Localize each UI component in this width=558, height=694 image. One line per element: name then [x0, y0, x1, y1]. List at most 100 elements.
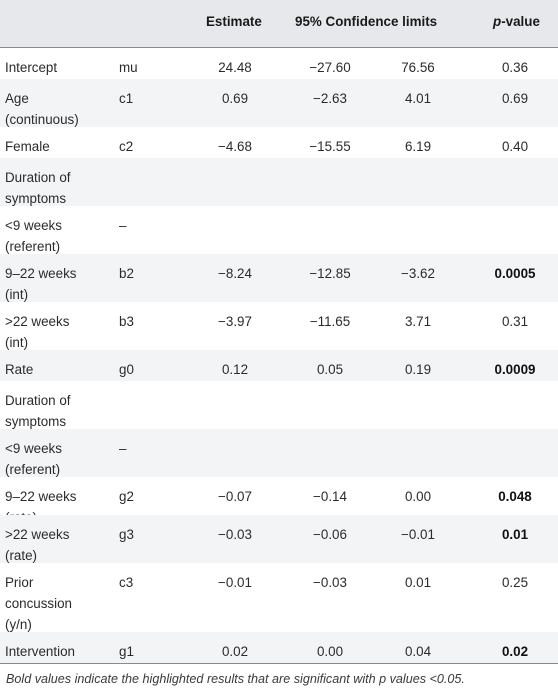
row-label-line: symptoms: [5, 191, 67, 206]
row-label-line: Intervention: [5, 644, 75, 659]
row-estimate: 0.69: [221, 91, 249, 106]
row-lower-limit: 0.00: [316, 644, 344, 659]
row-label-line: (referent): [5, 462, 61, 477]
row-code: g3: [119, 527, 134, 542]
table-footnote: Bold values indicate the highlighted res…: [6, 672, 465, 686]
bottom-rule: [0, 663, 558, 664]
row-p-value: 0.40: [501, 139, 529, 154]
header-confidence-limits: 95% Confidence limits: [295, 14, 438, 29]
row-estimate: −0.01: [218, 575, 252, 590]
row-label-line: Duration of: [5, 393, 71, 408]
row-label: Intercept: [5, 57, 57, 78]
row-p-value: 0.25: [501, 575, 529, 590]
row-code: –: [119, 441, 127, 456]
row-estimate: −0.03: [218, 527, 252, 542]
row-p-value: 0.02: [501, 644, 529, 659]
header-p-italic: p: [493, 14, 502, 29]
row-estimate: 0.02: [221, 644, 249, 659]
row-upper-limit: −3.62: [401, 266, 435, 281]
row-label: Duration of symptoms: [5, 167, 71, 209]
header-p-value: p-value: [493, 14, 540, 29]
table-row: Intercept mu 24.48 −27.60 76.56 0.36: [0, 48, 558, 79]
row-code: mu: [119, 60, 138, 75]
row-upper-limit: 6.19: [404, 139, 432, 154]
table-row: <9 weeks (referent) –: [0, 206, 558, 254]
row-p-value: 0.048: [498, 489, 532, 504]
row-label-line: 9–22 weeks: [5, 489, 77, 504]
row-p-value: 0.0009: [494, 362, 536, 377]
table-row: >22 weeks (int) b3 −3.97 −11.65 3.71 0.31: [0, 302, 558, 350]
row-label-line: <9 weeks: [5, 441, 62, 456]
row-label-line: Female: [5, 139, 50, 154]
row-code: b2: [119, 266, 134, 281]
row-upper-limit: 0.19: [404, 362, 432, 377]
row-upper-limit: 0.00: [404, 489, 432, 504]
row-label-line: Prior: [5, 575, 34, 590]
row-p-value: 0.36: [501, 60, 529, 75]
row-label: >22 weeks (rate): [5, 524, 69, 566]
row-label: Age (continuous): [5, 88, 79, 130]
row-lower-limit: −11.65: [309, 314, 351, 329]
row-p-value: 0.0005: [494, 266, 536, 281]
row-lower-limit: −0.03: [313, 575, 347, 590]
row-label-line: symptoms: [5, 414, 67, 429]
row-code: g1: [119, 644, 134, 659]
row-code: –: [119, 218, 127, 233]
row-code: b3: [119, 314, 134, 329]
table-row: Age (continuous) c1 0.69 −2.63 4.01 0.69: [0, 79, 558, 127]
header-p-suffix: -value: [501, 14, 540, 29]
row-upper-limit: −0.01: [401, 527, 435, 542]
row-label: Intervention: [5, 641, 75, 662]
row-label: Duration of symptoms: [5, 390, 71, 432]
row-label-line: Duration of: [5, 170, 71, 185]
table-row: Intervention g1 0.02 0.00 0.04 0.02: [0, 632, 558, 663]
row-label-line: (y/n): [5, 617, 32, 632]
row-label: Female: [5, 136, 50, 157]
row-upper-limit: 0.04: [404, 644, 432, 659]
row-label-line: (int): [5, 287, 29, 302]
row-estimate: −3.97: [218, 314, 252, 329]
row-label: 9–22 weeks (int): [5, 263, 76, 305]
row-label: <9 weeks (referent): [5, 215, 62, 257]
row-estimate: −0.07: [218, 489, 252, 504]
row-lower-limit: −2.63: [313, 91, 347, 106]
row-label: Rate: [5, 359, 33, 380]
row-lower-limit: −0.06: [313, 527, 347, 542]
row-lower-limit: −12.85: [309, 266, 351, 281]
row-p-value: 0.69: [501, 91, 529, 106]
row-code: c1: [119, 91, 134, 106]
row-label-line: (int): [5, 335, 29, 350]
row-upper-limit: 0.01: [404, 575, 432, 590]
row-code: g2: [119, 489, 134, 504]
row-lower-limit: −27.60: [309, 60, 351, 75]
row-label-line: Age: [5, 91, 29, 106]
table-row: 9–22 weeks(rate)g2−0.07−0.140.000.048: [0, 477, 558, 525]
row-label-line: (continuous): [5, 112, 79, 127]
row-label-line: 9–22 weeks: [5, 266, 77, 281]
row-label-line: <9 weeks: [5, 218, 62, 233]
row-estimate: 0.12: [221, 362, 249, 377]
table-row: <9 weeks (referent) –: [0, 429, 558, 477]
row-upper-limit: 4.01: [404, 91, 432, 106]
row-code: g0: [119, 362, 134, 377]
row-estimate: −4.68: [218, 139, 252, 154]
row-label-line: >22 weeks: [5, 527, 70, 542]
row-label-line: (rate): [5, 548, 37, 563]
row-upper-limit: 3.71: [404, 314, 432, 329]
row-code: c2: [119, 139, 134, 154]
row-label-line: Intercept: [5, 60, 58, 75]
row-label: <9 weeks (referent): [5, 438, 62, 480]
table-row: >22 weeks (rate) g3 −0.03 −0.06 −0.01 0.01: [0, 515, 558, 563]
row-label-line: concussion: [5, 596, 72, 611]
row-upper-limit: 76.56: [401, 60, 435, 75]
row-label-line: Rate: [5, 362, 34, 377]
header-estimate: Estimate: [206, 14, 262, 29]
table-row: Prior concussion (y/n) c3 −0.01 −0.03 0.01 0.25: [0, 563, 558, 632]
table-row: 9–22 weeks (int) b2 −8.24 −12.85 −3.62 0.0005: [0, 254, 558, 302]
table-row: Female c2 −4.68 −15.55 6.19 0.40: [0, 127, 558, 158]
table-row: Rate g0 0.12 0.05 0.19 0.0009: [0, 350, 558, 381]
row-label: Prior concussion (y/n): [5, 572, 72, 635]
row-code: c3: [119, 575, 134, 590]
row-lower-limit: −15.55: [309, 139, 351, 154]
